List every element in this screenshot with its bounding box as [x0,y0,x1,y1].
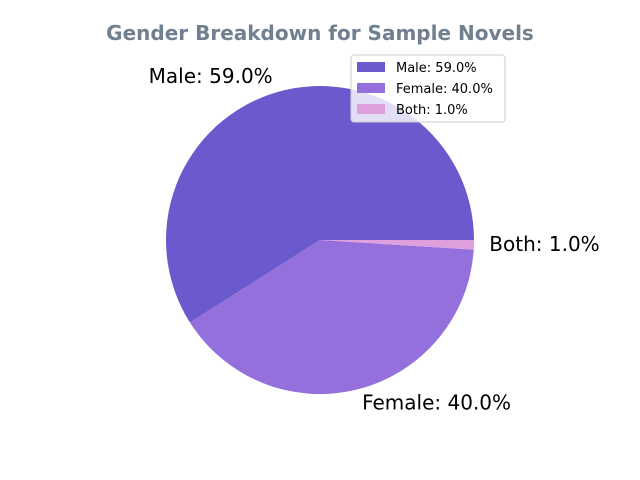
pie-slice-labels: Male: 59.0% Female: 40.0% Both: 1.0% [149,64,600,415]
legend: Male: 59.0% Female: 40.0% Both: 1.0% [350,54,506,123]
pie-slices [166,86,474,395]
legend-swatch-both [357,104,385,114]
legend-swatch-male [357,62,385,72]
legend-label-male: Male: 59.0% [396,61,477,76]
legend-frame [350,54,506,123]
legend-label-female: Female: 40.0% [396,82,493,97]
pie-slice-both [320,240,474,250]
chart-title: Gender Breakdown for Sample Novels [106,21,534,45]
slice-label-male: Male: 59.0% [149,64,273,88]
pie-slice-female [189,240,474,395]
slice-label-female: Female: 40.0% [362,391,511,415]
slice-label-both: Both: 1.0% [489,232,599,256]
legend-label-both: Both: 1.0% [396,103,468,118]
legend-swatch-female [357,83,385,93]
pie-slice-male [166,86,474,323]
